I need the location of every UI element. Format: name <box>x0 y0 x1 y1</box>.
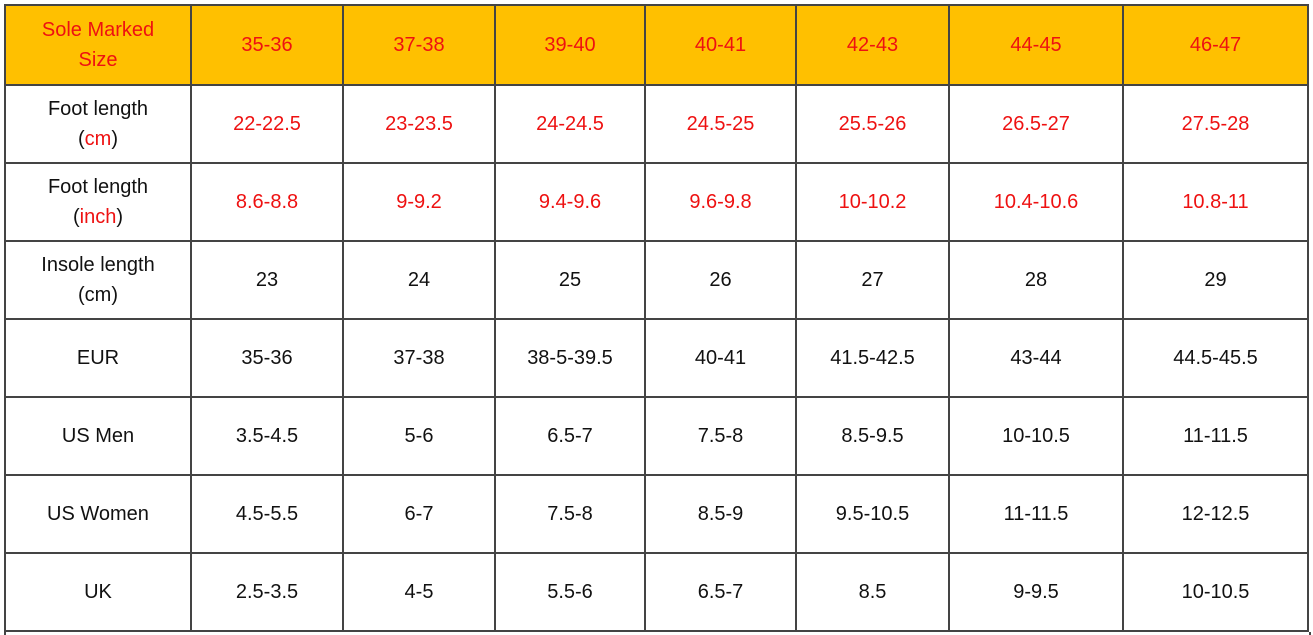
size-value-cell: 24 <box>342 240 496 320</box>
size-value-cell: 10-10.5 <box>1122 552 1309 632</box>
size-value-cell: 37-38 <box>342 318 496 398</box>
size-value-cell: 41.5-42.5 <box>795 318 950 398</box>
size-value-cell: 3.5-4.5 <box>190 396 344 476</box>
row-label: EUR <box>76 347 120 369</box>
size-value-cell: 6-7 <box>342 474 496 554</box>
table-row: Insole length (cm) 23 24 25 26 27 28 29 <box>4 240 1309 320</box>
size-value-cell: 29 <box>1122 240 1309 320</box>
size-value-cell: 8.5 <box>795 552 950 632</box>
size-value-cell: 9-9.5 <box>948 552 1124 632</box>
row-label: Foot length <box>47 176 149 198</box>
row-unit: cm <box>84 128 112 150</box>
size-value-cell: 24-24.5 <box>494 84 646 164</box>
row-label: Foot length <box>47 98 149 120</box>
header-label-line2: Size <box>78 49 118 71</box>
row-label: UK <box>84 581 112 603</box>
size-value-cell: 25 <box>494 240 646 320</box>
size-value-cell: 38-5-39.5 <box>494 318 646 398</box>
table-row: Foot length (cm) 22-22.5 23-23.5 24-24.5 24.5… <box>4 84 1309 164</box>
row-label-cell: UK <box>4 552 192 632</box>
size-value-cell: 7.5-8 <box>644 396 797 476</box>
size-value-cell: 11-11.5 <box>1122 396 1309 476</box>
table-row: Foot length (inch) 8.6-8.8 9-9.2 9.4-9.6 9.6-… <box>4 162 1309 242</box>
header-size-cell: 42-43 <box>795 4 950 86</box>
table-row: EUR 35-36 37-38 38-5-39.5 40-41 41.5-42.5 43-4… <box>4 318 1309 398</box>
row-unit: inch <box>79 206 117 228</box>
row-label: US Men <box>61 425 135 447</box>
size-value-cell: 9.5-10.5 <box>795 474 950 554</box>
size-value-cell: 8.5-9.5 <box>795 396 950 476</box>
size-value-cell: 43-44 <box>948 318 1124 398</box>
size-value-cell: 26 <box>644 240 797 320</box>
size-value-cell: 22-22.5 <box>190 84 344 164</box>
row-label-cell: Insole length (cm) <box>4 240 192 320</box>
size-value-cell: 9-9.2 <box>342 162 496 242</box>
size-value-cell: 44.5-45.5 <box>1122 318 1309 398</box>
size-value-cell: 10-10.2 <box>795 162 950 242</box>
size-value-cell: 35-36 <box>190 318 344 398</box>
header-size-cell: 40-41 <box>644 4 797 86</box>
size-value-cell: 10-10.5 <box>948 396 1124 476</box>
size-value-cell: 23 <box>190 240 344 320</box>
size-value-cell: 7.5-8 <box>494 474 646 554</box>
header-label-cell: Sole Marked Size <box>4 4 192 86</box>
size-value-cell: 26.5-27 <box>948 84 1124 164</box>
size-value-cell: 12-12.5 <box>1122 474 1309 554</box>
table-bottom-edge <box>4 632 1311 635</box>
size-value-cell: 9.4-9.6 <box>494 162 646 242</box>
size-value-cell: 10.8-11 <box>1122 162 1309 242</box>
row-label-cell: Foot length (inch) <box>4 162 192 242</box>
row-label: US Women <box>47 503 149 525</box>
header-size-cell: 35-36 <box>190 4 344 86</box>
size-value-cell: 6.5-7 <box>494 396 646 476</box>
size-value-cell: 25.5-26 <box>795 84 950 164</box>
size-value-cell: 28 <box>948 240 1124 320</box>
header-size-cell: 37-38 <box>342 4 496 86</box>
size-value-cell: 8.6-8.8 <box>190 162 344 242</box>
header-size-cell: 39-40 <box>494 4 646 86</box>
size-value-cell: 6.5-7 <box>644 552 797 632</box>
table-row: US Women 4.5-5.5 6-7 7.5-8 8.5-9 9.5-10.5 11-1… <box>4 474 1309 554</box>
size-chart-table: Sole Marked Size 35-36 37-38 39-40 40-41 42-… <box>4 4 1309 632</box>
table-row: US Men 3.5-4.5 5-6 6.5-7 7.5-8 8.5-9.5 10-10.5… <box>4 396 1309 476</box>
size-value-cell: 8.5-9 <box>644 474 797 554</box>
row-label-cell: EUR <box>4 318 192 398</box>
header-label-line1: Sole Marked <box>41 19 155 41</box>
table-row: UK 2.5-3.5 4-5 5.5-6 6.5-7 8.5 9-9.5 10-10.5 <box>4 552 1309 632</box>
row-unit: cm <box>84 284 112 306</box>
size-value-cell: 4-5 <box>342 552 496 632</box>
header-row: Sole Marked Size 35-36 37-38 39-40 40-41 42-… <box>4 4 1309 86</box>
header-size-cell: 44-45 <box>948 4 1124 86</box>
row-label-cell: US Men <box>4 396 192 476</box>
size-value-cell: 27 <box>795 240 950 320</box>
row-label-cell: US Women <box>4 474 192 554</box>
size-value-cell: 11-11.5 <box>948 474 1124 554</box>
size-value-cell: 27.5-28 <box>1122 84 1309 164</box>
size-value-cell: 5.5-6 <box>494 552 646 632</box>
size-value-cell: 9.6-9.8 <box>644 162 797 242</box>
size-value-cell: 40-41 <box>644 318 797 398</box>
size-value-cell: 10.4-10.6 <box>948 162 1124 242</box>
size-value-cell: 4.5-5.5 <box>190 474 344 554</box>
size-value-cell: 5-6 <box>342 396 496 476</box>
header-size-cell: 46-47 <box>1122 4 1309 86</box>
row-label: Insole length <box>41 254 155 276</box>
row-label-cell: Foot length (cm) <box>4 84 192 164</box>
size-value-cell: 2.5-3.5 <box>190 552 344 632</box>
size-value-cell: 24.5-25 <box>644 84 797 164</box>
size-value-cell: 23-23.5 <box>342 84 496 164</box>
